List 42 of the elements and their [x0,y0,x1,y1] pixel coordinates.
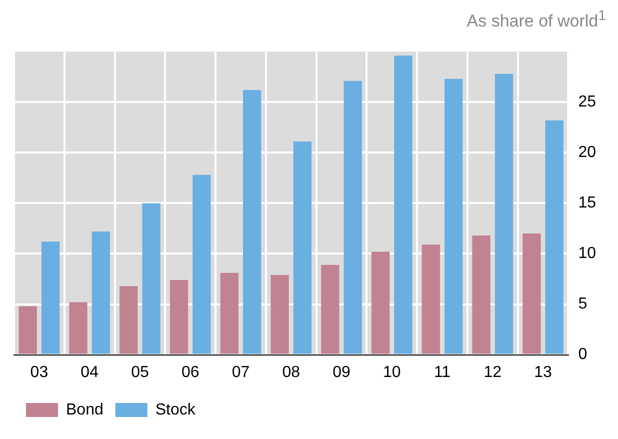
bar [545,120,564,354]
x-tick-label: 04 [80,363,99,380]
x-tick-label: 08 [282,363,300,380]
y-tick-label: 10 [578,244,596,262]
bar [344,80,362,354]
bar [192,174,211,354]
legend-label: Bond [66,401,104,418]
bar [321,264,340,354]
bar [170,280,188,354]
x-tick-label: 09 [332,363,350,380]
y-tick-label: 0 [578,346,588,363]
bar [41,241,60,354]
bar [522,233,541,354]
bar [142,202,160,354]
bar [120,286,138,354]
bar [18,306,37,354]
x-tick-label: 12 [484,363,502,380]
y-tick-label: 15 [578,194,596,212]
bar [69,302,88,354]
y-tick-label: 25 [578,93,596,110]
chart-subtitle: As share of world$^{1}$ [466,8,607,32]
x-tick-label: 05 [131,363,149,380]
bar [220,272,238,354]
bar [444,78,463,354]
bar [422,244,440,354]
bar [494,73,514,354]
x-tick-label: 10 [382,363,401,380]
bar [270,274,289,354]
x-tick-label: 11 [434,363,451,380]
x-tick-label: 07 [232,363,250,380]
x-tick-label: 03 [30,363,48,380]
bar [293,141,312,354]
x-tick-label: 13 [534,363,552,380]
bar [92,231,110,354]
y-tick-label: 5 [578,295,588,312]
bar [371,251,390,354]
x-tick-label: 06 [181,363,200,380]
bar [394,55,412,354]
bar [472,235,490,354]
bar [242,90,262,354]
y-tick-label: 20 [578,144,596,161]
legend-label: Stock [155,401,196,418]
